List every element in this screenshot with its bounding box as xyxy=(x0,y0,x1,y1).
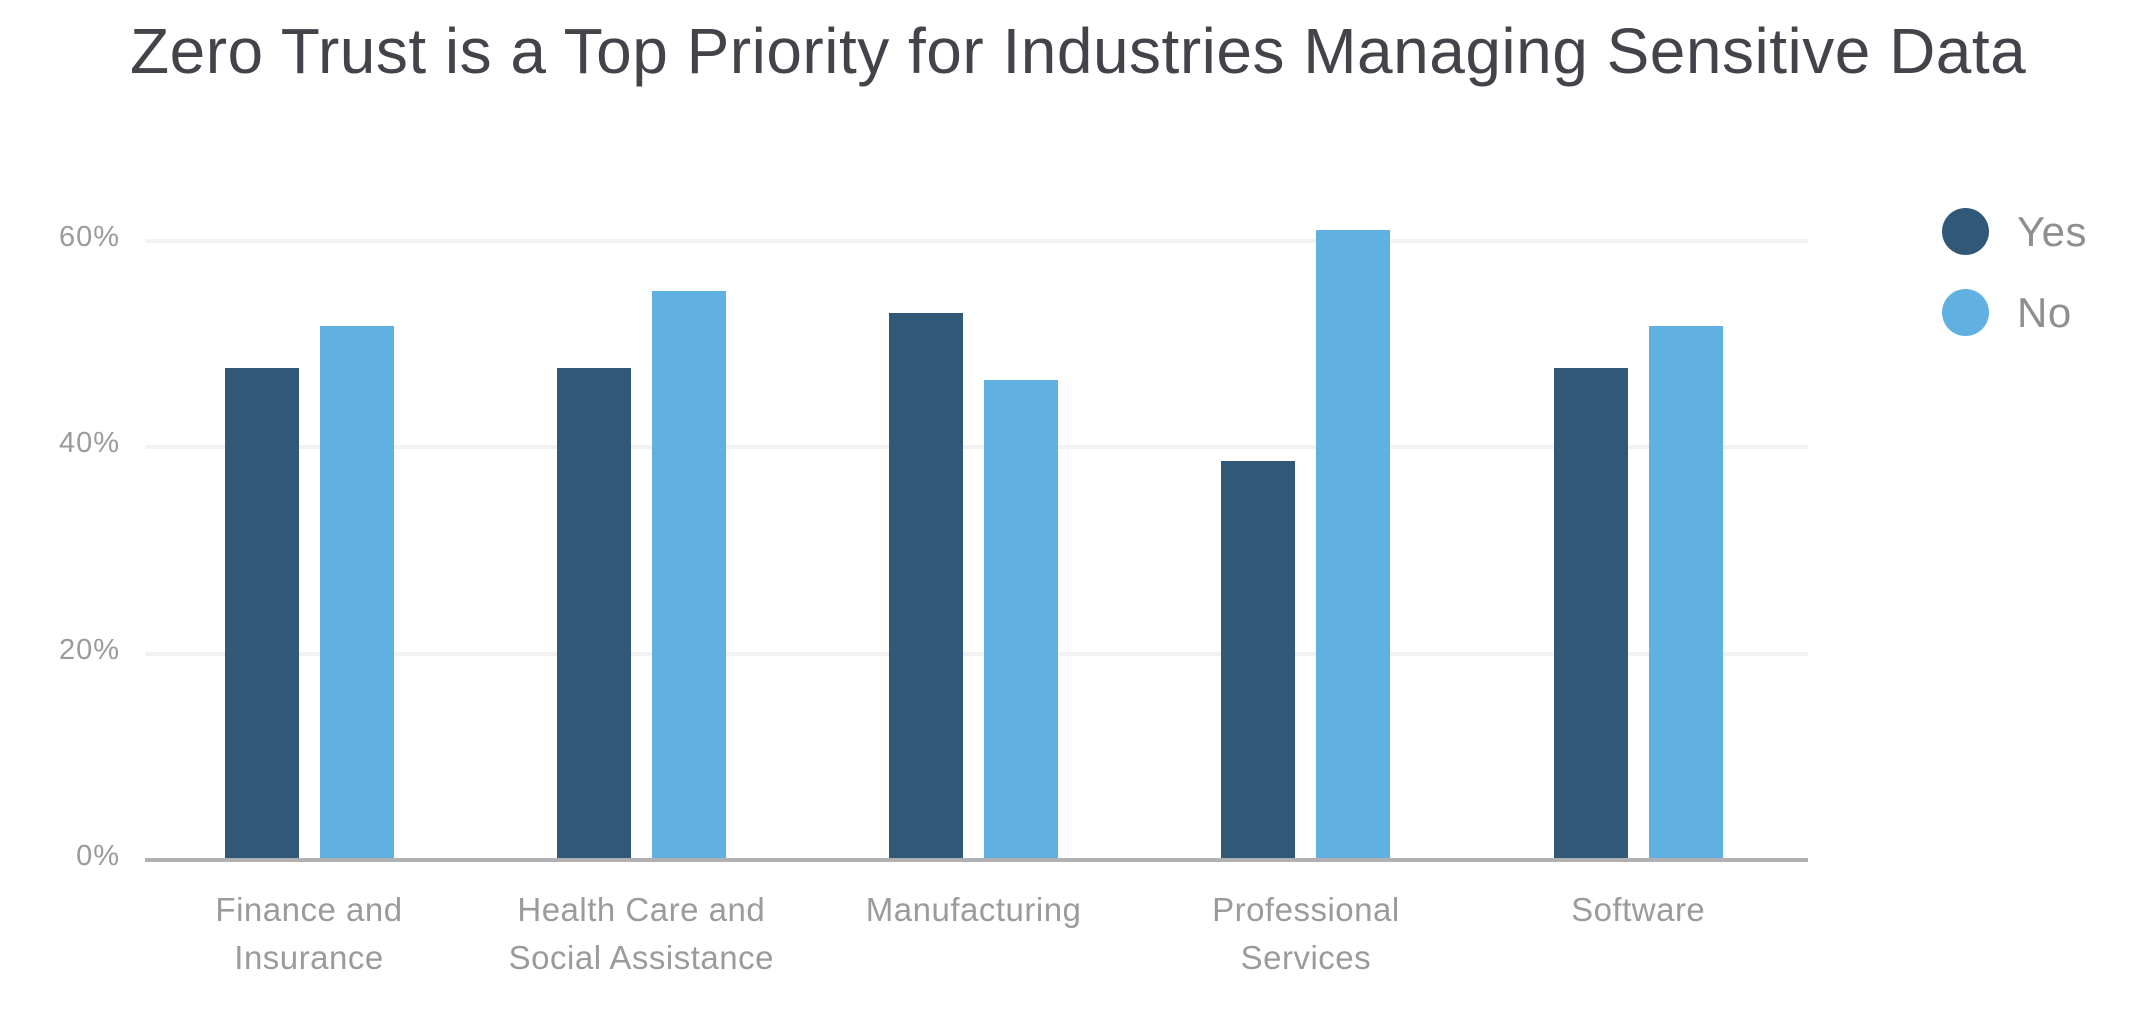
gridline-20 xyxy=(145,651,1808,656)
bar-yes-4 xyxy=(1221,460,1296,860)
category-label: Software xyxy=(1571,891,1706,928)
bar-no-1 xyxy=(319,325,394,860)
legend-label: No xyxy=(2017,288,2072,336)
x-axis-line xyxy=(145,858,1808,862)
legend-swatch-no-icon xyxy=(1942,289,1989,336)
chart-title: Zero Trust is a Top Priority for Industr… xyxy=(130,15,2027,87)
y-tick-label: 20% xyxy=(58,633,120,666)
gridline-40 xyxy=(145,445,1808,450)
y-tick-label: 40% xyxy=(58,427,120,460)
bar-yes-1 xyxy=(224,367,299,860)
y-tick-label: 60% xyxy=(58,220,120,253)
bar-no-2 xyxy=(651,290,726,860)
legend-label: Yes xyxy=(2017,207,2088,255)
bar-yes-3 xyxy=(889,313,964,860)
gridline-60 xyxy=(145,238,1808,243)
bar-yes-5 xyxy=(1553,367,1628,860)
category-label: Professional Services xyxy=(1212,891,1400,976)
chart-legend: Yes No xyxy=(1942,208,2087,370)
legend-item-no: No xyxy=(1942,289,2087,336)
category-label: Manufacturing xyxy=(865,891,1082,928)
bar-yes-2 xyxy=(556,367,631,860)
bar-no-4 xyxy=(1316,229,1391,860)
legend-item-yes: Yes xyxy=(1942,208,2087,255)
category-label: Health Care and Social Assistance xyxy=(508,891,774,976)
legend-swatch-yes-icon xyxy=(1942,208,1989,255)
bar-no-3 xyxy=(984,380,1059,860)
y-tick-label: 0% xyxy=(76,840,120,872)
category-label: Finance and Insurance xyxy=(215,891,403,976)
bar-no-5 xyxy=(1648,325,1723,860)
